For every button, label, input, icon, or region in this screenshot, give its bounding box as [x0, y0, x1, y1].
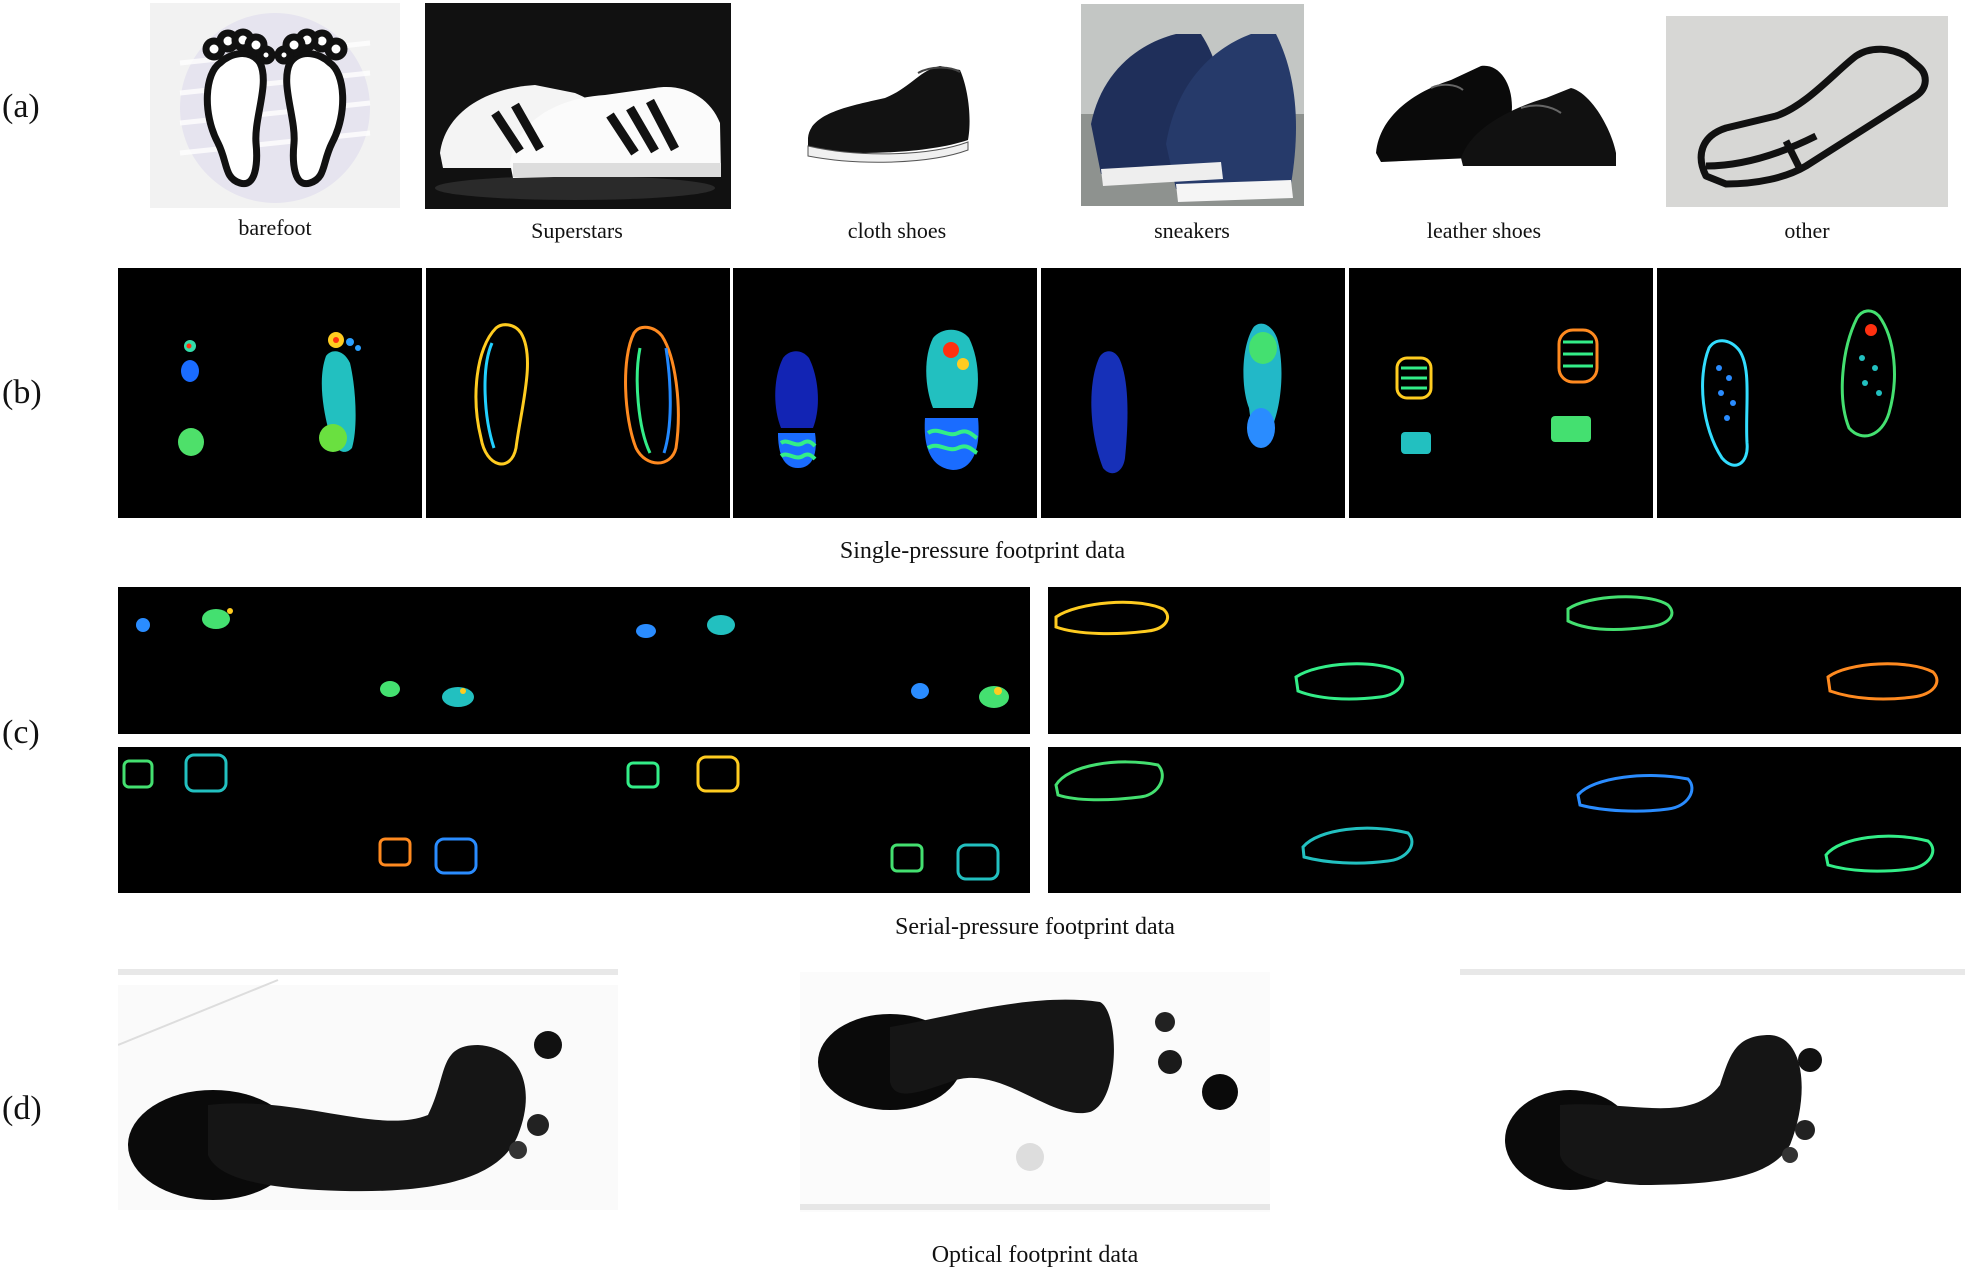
other-image	[1666, 16, 1948, 207]
sneakers-image	[1081, 4, 1304, 206]
single-pressure-leather-shoes	[1349, 268, 1653, 518]
single-pressure-superstars	[426, 268, 730, 518]
category-label-barefoot: barefoot	[238, 215, 312, 240]
row-label-a: (a)	[2, 88, 40, 125]
sneakers-photo	[1081, 4, 1304, 206]
cloth-shoes-image	[800, 58, 975, 168]
caption-optical: Optical footprint data	[931, 1242, 1139, 1268]
sneaker-outline-icon	[1666, 16, 1948, 207]
serial-pressure-barefoot	[118, 587, 1030, 734]
optical-footprint-left	[118, 965, 618, 1215]
cloth-shoe-photo	[807, 66, 970, 163]
row-label-c: (c)	[2, 714, 40, 751]
category-label-sneakers: sneakers	[1154, 218, 1230, 243]
single-pressure-barefoot	[118, 268, 422, 518]
superstar-shoes-photo	[425, 3, 731, 209]
serial-pressure-superstars	[1048, 587, 1961, 734]
category-label-leather-shoes: leather shoes	[1426, 218, 1542, 243]
bare-feet-icon	[179, 13, 371, 203]
single-pressure-other	[1657, 268, 1961, 518]
optical-footprint-right	[1460, 965, 1965, 1215]
leather-shoes-image	[1371, 58, 1621, 168]
barefoot-image	[150, 3, 400, 208]
serial-pressure-leather-shoes	[1048, 747, 1961, 893]
category-label-superstars: Superstars	[531, 218, 623, 243]
single-pressure-cloth-shoes	[733, 268, 1037, 518]
category-label-other: other	[1784, 218, 1830, 243]
single-pressure-sneakers	[1041, 268, 1345, 518]
leather-shoes-photo	[1376, 65, 1616, 166]
category-label-cloth-shoes: cloth shoes	[847, 218, 947, 243]
caption-single-pressure: Single-pressure footprint data	[839, 538, 1126, 564]
optical-footprint-center	[800, 972, 1270, 1222]
superstars-image	[425, 3, 731, 209]
serial-pressure-cloth-shoes	[118, 747, 1030, 893]
row-label-d: (d)	[2, 1090, 42, 1127]
row-label-b: (b)	[2, 374, 42, 411]
caption-serial-pressure: Serial-pressure footprint data	[895, 914, 1175, 940]
